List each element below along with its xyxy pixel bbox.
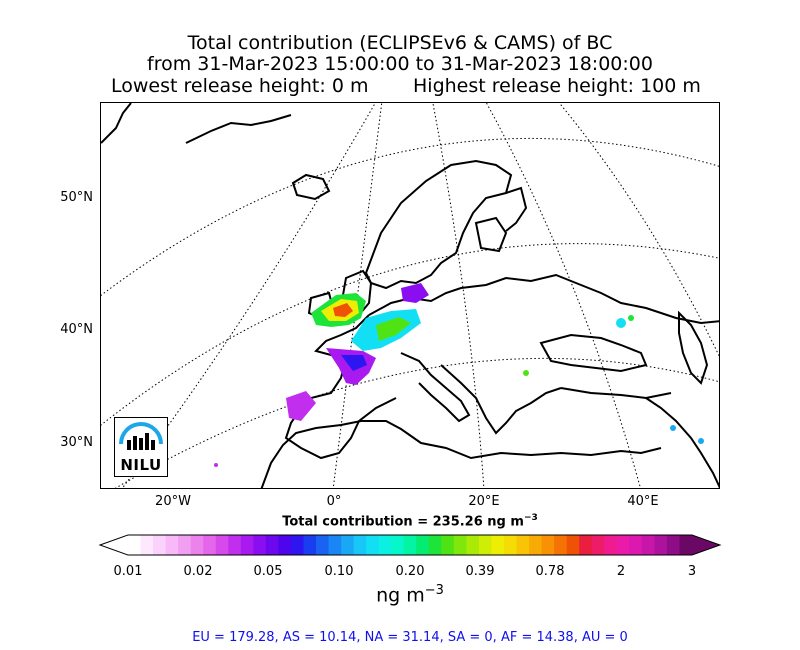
colorbar-segment bbox=[616, 535, 630, 555]
colorbar-tick: 0.39 bbox=[465, 564, 495, 579]
lat-label-30n: 30°N bbox=[60, 435, 93, 450]
lat-label-40n: 40°N bbox=[60, 322, 93, 337]
colorbar-segment bbox=[366, 535, 380, 555]
colorbar-segment bbox=[378, 535, 392, 555]
lowest-release-height: Lowest release height: 0 m bbox=[111, 75, 369, 97]
colorbar-tick: 0.20 bbox=[395, 564, 425, 579]
colorbar-segment bbox=[165, 535, 179, 555]
colorbar-segment bbox=[190, 535, 204, 555]
map-canvas bbox=[101, 103, 719, 488]
colorbar-segment bbox=[679, 535, 693, 555]
colorbar-segment bbox=[591, 535, 605, 555]
colorbar-segment bbox=[516, 535, 530, 555]
graticule bbox=[101, 103, 719, 488]
title-line-2: from 31-Mar-2023 15:00:00 to 31-Mar-2023… bbox=[147, 53, 653, 75]
colorbar-segment bbox=[654, 535, 668, 555]
colorbar-segment bbox=[303, 535, 317, 555]
nilu-logo-mark bbox=[119, 422, 163, 450]
colorbar-segment bbox=[253, 535, 267, 555]
colorbar-segment bbox=[441, 535, 455, 555]
colorbar-segment bbox=[265, 535, 279, 555]
highest-release-height: Highest release height: 100 m bbox=[413, 75, 701, 97]
colorbar-segment bbox=[316, 535, 330, 555]
colorbar-unit-text: ng m bbox=[376, 584, 425, 607]
colorbar-segment bbox=[353, 535, 367, 555]
lon-label-20w: 20°W bbox=[155, 494, 191, 509]
colorbar-unit-exponent: −3 bbox=[424, 583, 444, 598]
colorbar-tick: 0.10 bbox=[324, 564, 354, 579]
colorbar-segment bbox=[153, 535, 167, 555]
colorbar-segment bbox=[328, 535, 342, 555]
colorbar-segment bbox=[341, 535, 355, 555]
colorbar-segment bbox=[466, 535, 480, 555]
map-panel[interactable] bbox=[100, 102, 720, 489]
colorbar-segment bbox=[178, 535, 192, 555]
nilu-logo-text: NILU bbox=[120, 456, 162, 474]
colorbar-over-arrow bbox=[692, 535, 720, 555]
nilu-logo: NILU bbox=[114, 417, 168, 477]
colorbar-unit: ng m−3 bbox=[0, 583, 800, 606]
colorbar-under-arrow bbox=[100, 535, 128, 555]
lon-label-0: 0° bbox=[326, 494, 342, 509]
colorbar-outline bbox=[98, 534, 722, 556]
colorbar-segment bbox=[491, 535, 505, 555]
colorbar-segment bbox=[416, 535, 430, 555]
colorbar-segment bbox=[579, 535, 593, 555]
title-line-1: Total contribution (ECLIPSEv6 & CAMS) of… bbox=[187, 32, 613, 54]
colorbar-segment bbox=[278, 535, 292, 555]
colorbar-segment bbox=[290, 535, 304, 555]
colorbar-tick: 0.78 bbox=[535, 564, 565, 579]
regional-contributions: EU = 179.28, AS = 10.14, NA = 31.14, SA … bbox=[192, 630, 628, 645]
colorbar-segment bbox=[478, 535, 492, 555]
colorbar bbox=[98, 534, 722, 556]
colorbar-segment bbox=[140, 535, 154, 555]
concentration-plume bbox=[214, 283, 704, 467]
lat-label-50n: 50°N bbox=[60, 190, 93, 205]
colorbar-segment bbox=[604, 535, 618, 555]
total-contribution-exponent: −3 bbox=[523, 513, 538, 523]
colorbar-tick: 3 bbox=[687, 564, 697, 579]
colorbar-segment bbox=[529, 535, 543, 555]
total-contribution: Total contribution = 235.26 ng m−3 bbox=[0, 513, 800, 529]
colorbar-tick: 0.05 bbox=[253, 564, 283, 579]
colorbar-segment bbox=[541, 535, 555, 555]
colorbar-segment bbox=[228, 535, 242, 555]
colorbar-segment bbox=[391, 535, 405, 555]
colorbar-segment bbox=[215, 535, 229, 555]
colorbar-segment bbox=[428, 535, 442, 555]
colorbar-tick: 2 bbox=[616, 564, 626, 579]
colorbar-segment bbox=[641, 535, 655, 555]
colorbar-segment bbox=[629, 535, 643, 555]
colorbar-segment bbox=[504, 535, 518, 555]
colorbar-tick: 0.01 bbox=[113, 564, 143, 579]
colorbar-segment bbox=[203, 535, 217, 555]
total-contribution-text: Total contribution = 235.26 ng m bbox=[282, 514, 524, 530]
colorbar-segment bbox=[403, 535, 417, 555]
lon-label-20e: 20°E bbox=[468, 494, 500, 509]
colorbar-segment bbox=[554, 535, 568, 555]
colorbar-segment bbox=[666, 535, 680, 555]
colorbar-segment bbox=[453, 535, 467, 555]
colorbar-segment bbox=[128, 535, 142, 555]
colorbar-segment bbox=[240, 535, 254, 555]
colorbar-segment bbox=[566, 535, 580, 555]
colorbar-tick: 0.02 bbox=[183, 564, 213, 579]
lon-label-40e: 40°E bbox=[627, 494, 659, 509]
